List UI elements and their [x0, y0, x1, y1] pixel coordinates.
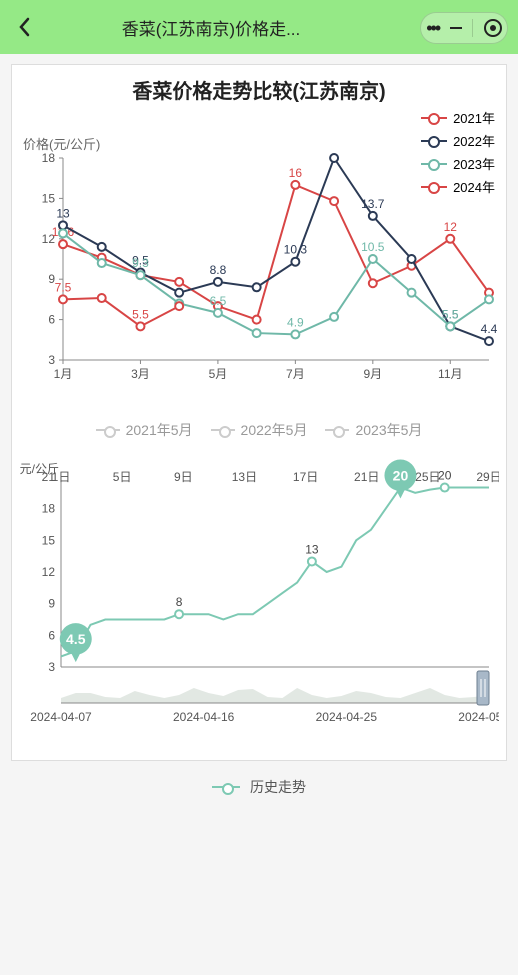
chart2-bottom-legend: 历史走势 — [19, 777, 499, 797]
tl-2023: 2023年5月 — [355, 420, 422, 440]
tl-2021: 2021年5月 — [126, 420, 193, 440]
svg-text:6.5: 6.5 — [210, 294, 227, 308]
svg-text:20: 20 — [393, 468, 409, 484]
chart-card: 香菜价格走势比较(江苏南京) 价格(元/公斤) 2021年 2022年 2023… — [11, 64, 507, 761]
chart2-area: 2021年5月 2022年5月 2023年5月 元/公斤369121518211… — [19, 420, 499, 740]
svg-text:13日: 13日 — [232, 470, 257, 484]
svg-text:2024-04-16: 2024-04-16 — [173, 710, 235, 724]
svg-text:15: 15 — [42, 533, 56, 547]
close-target-icon[interactable] — [484, 19, 502, 37]
svg-text:6: 6 — [48, 628, 55, 642]
chart2-svg[interactable]: 元/公斤369121518211日5日9日13日17日21日25日29日4.58… — [19, 444, 499, 764]
svg-text:15: 15 — [42, 191, 56, 205]
svg-text:12: 12 — [444, 220, 458, 234]
svg-text:5.5: 5.5 — [132, 307, 149, 321]
svg-text:13: 13 — [56, 206, 70, 220]
svg-text:17日: 17日 — [293, 470, 318, 484]
svg-text:20: 20 — [438, 469, 452, 483]
svg-text:10.5: 10.5 — [361, 240, 385, 254]
svg-text:5日: 5日 — [113, 470, 132, 484]
menu-icon[interactable]: ••• — [426, 18, 439, 39]
chart1-legend: 2021年 2022年 2023年 2024年 — [421, 104, 495, 200]
legend-2023: 2023年 — [453, 154, 495, 173]
svg-text:13.7: 13.7 — [361, 197, 385, 211]
svg-text:8: 8 — [176, 595, 183, 609]
svg-text:2024-05-04: 2024-05-04 — [458, 710, 499, 724]
legend-2022: 2022年 — [453, 131, 495, 150]
svg-text:3月: 3月 — [131, 367, 150, 381]
svg-text:4.9: 4.9 — [287, 315, 304, 329]
svg-text:16: 16 — [289, 166, 303, 180]
svg-text:2024-04-25: 2024-04-25 — [316, 710, 378, 724]
svg-text:10.3: 10.3 — [284, 243, 308, 257]
svg-text:6: 6 — [48, 313, 55, 327]
header-bar: 香菜(江苏南京)价格走... ••• — [0, 0, 518, 54]
miniprogram-capsule: ••• — [420, 12, 508, 44]
legend-2024: 2024年 — [453, 177, 495, 196]
svg-text:29日: 29日 — [476, 470, 499, 484]
chart2-top-legend: 2021年5月 2022年5月 2023年5月 — [19, 420, 499, 440]
svg-text:5月: 5月 — [209, 367, 228, 381]
chart1-title: 香菜价格走势比较(江苏南京) — [12, 75, 506, 104]
svg-text:13: 13 — [305, 542, 319, 556]
svg-text:3: 3 — [48, 660, 55, 674]
svg-text:25日: 25日 — [415, 470, 440, 484]
chart1-y-label: 价格(元/公斤) — [23, 134, 100, 153]
svg-text:7.5: 7.5 — [55, 280, 72, 294]
svg-text:7月: 7月 — [286, 367, 305, 381]
history-label: 历史走势 — [250, 777, 306, 797]
svg-text:11月: 11月 — [438, 367, 462, 381]
svg-text:9日: 9日 — [174, 470, 193, 484]
svg-text:8.8: 8.8 — [210, 263, 227, 277]
svg-text:9月: 9月 — [363, 367, 382, 381]
svg-text:1日: 1日 — [52, 470, 71, 484]
tl-2022: 2022年5月 — [241, 420, 308, 440]
svg-text:18: 18 — [42, 151, 56, 165]
svg-text:21日: 21日 — [354, 470, 379, 484]
legend-2021: 2021年 — [453, 108, 495, 127]
svg-text:12: 12 — [42, 565, 56, 579]
svg-text:2024-04-07: 2024-04-07 — [30, 710, 92, 724]
page-title: 香菜(江苏南京)价格走... — [16, 15, 406, 40]
svg-text:18: 18 — [42, 502, 56, 516]
svg-text:5.5: 5.5 — [442, 307, 459, 321]
chart1-area: 价格(元/公斤) 2021年 2022年 2023年 2024年 3691215… — [19, 110, 499, 390]
minimize-icon[interactable] — [450, 27, 462, 29]
svg-text:4.4: 4.4 — [481, 322, 498, 336]
svg-text:3: 3 — [48, 353, 55, 367]
svg-text:9.3: 9.3 — [132, 256, 149, 270]
svg-text:9: 9 — [48, 597, 55, 611]
svg-text:1月: 1月 — [54, 367, 73, 381]
svg-text:4.5: 4.5 — [66, 631, 86, 647]
